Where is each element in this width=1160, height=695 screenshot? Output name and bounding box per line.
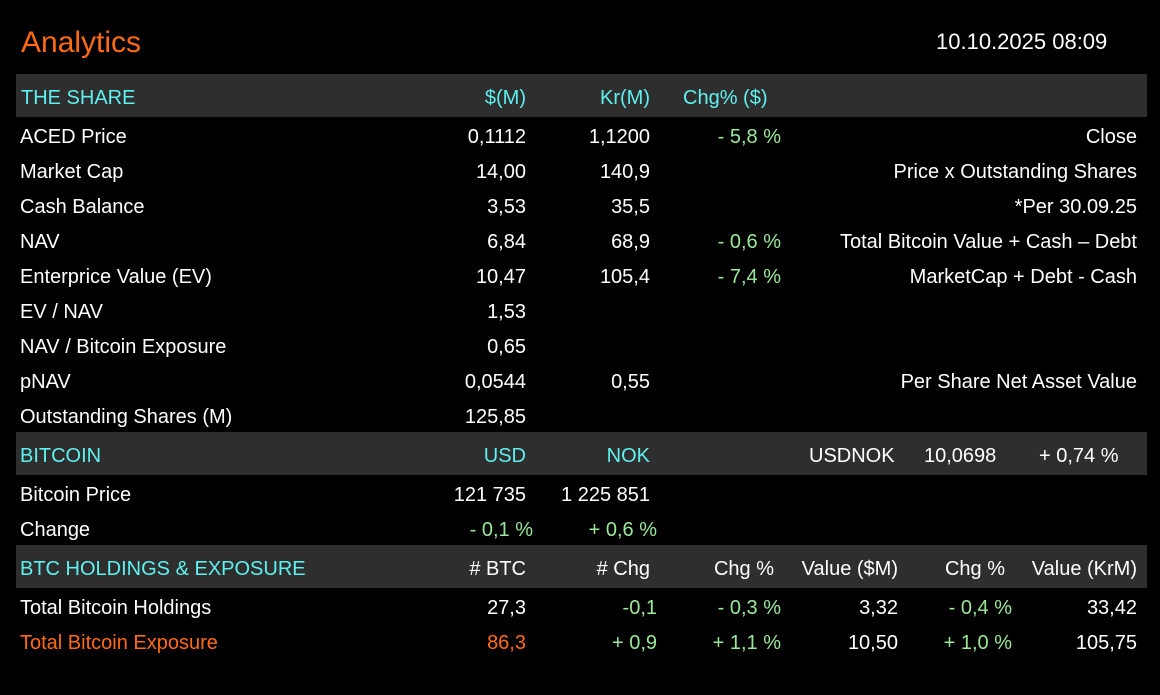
holdings-col-value-nok: Value (KrM): [1031, 558, 1137, 580]
holdings-heading: BTC HOLDINGS & EXPOSURE: [20, 558, 306, 580]
share-col-usd: $(M): [484, 87, 526, 109]
row-usd: 0,65: [487, 336, 526, 358]
bitcoin-heading: BITCOIN: [20, 445, 102, 467]
row-nok: 35,5: [611, 196, 650, 218]
row-chg: - 7,4 %: [717, 266, 781, 288]
row-label: Enterprice Value (EV): [20, 266, 212, 288]
page-title: Analytics: [21, 26, 142, 59]
share-col-chg: Chg% ($): [683, 87, 768, 109]
row-label: Change: [20, 519, 91, 541]
row-note: Total Bitcoin Value + Cash – Debt: [839, 231, 1137, 253]
timestamp: 10.10.2025 08:09: [936, 29, 1108, 54]
fx-value: 10,0698: [924, 445, 997, 467]
row-value-usd: 3,32: [859, 597, 898, 619]
row-usd: 10,47: [475, 266, 526, 288]
row-nok: + 0,6 %: [588, 519, 657, 541]
row-chg-pct: + 1,1 %: [712, 632, 781, 654]
share-heading: THE SHARE: [21, 87, 136, 109]
row-usd: 121 735: [453, 484, 526, 506]
fx-change: + 0,74 %: [1039, 445, 1119, 467]
row-label: Cash Balance: [20, 196, 145, 218]
row-note: *Per 30.09.25: [1014, 196, 1137, 218]
share-header-band: [16, 74, 1147, 117]
row-nok: 140,9: [599, 161, 650, 183]
row-note: MarketCap + Debt - Cash: [909, 266, 1137, 288]
row-usd: 0,0544: [464, 371, 526, 393]
row-note: Close: [1085, 126, 1137, 148]
row-usd: - 0,1 %: [469, 519, 533, 541]
holdings-col-chg-pct2: Chg %: [944, 558, 1005, 580]
row-note: Per Share Net Asset Value: [900, 371, 1137, 393]
row-chg: - 0,6 %: [717, 231, 781, 253]
row-chg: + 0,9: [611, 632, 657, 654]
row-nok: 68,9: [611, 231, 650, 253]
row-chg: - 5,8 %: [717, 126, 781, 148]
row-value-nok: 33,42: [1086, 597, 1137, 619]
row-value-nok: 105,75: [1075, 632, 1137, 654]
row-chg: -0,1: [622, 597, 657, 619]
holdings-col-chg: # Chg: [596, 558, 650, 580]
row-usd: 1,53: [487, 301, 526, 323]
holdings-col-btc: # BTC: [469, 558, 526, 580]
row-nok: 0,55: [611, 371, 650, 393]
bitcoin-col-usd: USD: [483, 445, 526, 467]
row-label: Total Bitcoin Holdings: [20, 597, 212, 619]
row-chg-pct2: - 0,4 %: [948, 597, 1012, 619]
row-nok: 1 225 851: [561, 484, 650, 506]
fx-label: USDNOK: [809, 445, 895, 467]
holdings-col-chg-pct: Chg %: [713, 558, 774, 580]
row-usd: 125,85: [464, 406, 526, 428]
row-chg-pct: - 0,3 %: [717, 597, 781, 619]
row-btc: 27,3: [487, 597, 526, 619]
bitcoin-header-band: [16, 432, 1147, 475]
row-label: Market Cap: [20, 161, 124, 183]
row-note: Price x Outstanding Shares: [893, 161, 1137, 183]
row-usd: 14,00: [475, 161, 526, 183]
row-usd: 0,1112: [467, 126, 526, 148]
row-btc: 86,3: [487, 632, 526, 654]
row-nok: 1,1200: [588, 126, 650, 148]
row-label: EV / NAV: [20, 301, 103, 323]
row-chg-pct2: + 1,0 %: [943, 632, 1012, 654]
row-nok: 105,4: [599, 266, 650, 288]
row-usd: 6,84: [487, 231, 526, 253]
row-label: Total Bitcoin Exposure: [20, 632, 218, 654]
row-label: NAV / Bitcoin Exposure: [20, 336, 227, 358]
row-value-usd: 10,50: [847, 632, 898, 654]
row-label: Bitcoin Price: [20, 484, 132, 506]
row-label: Outstanding Shares (M): [20, 406, 233, 428]
holdings-header-band: [16, 545, 1147, 588]
row-usd: 3,53: [487, 196, 526, 218]
share-col-nok: Kr(M): [600, 87, 650, 109]
row-label: pNAV: [20, 371, 71, 393]
row-label: ACED Price: [20, 126, 127, 148]
holdings-col-value-usd: Value ($M): [801, 558, 898, 580]
bitcoin-col-nok: NOK: [606, 445, 650, 467]
row-label: NAV: [20, 231, 60, 253]
